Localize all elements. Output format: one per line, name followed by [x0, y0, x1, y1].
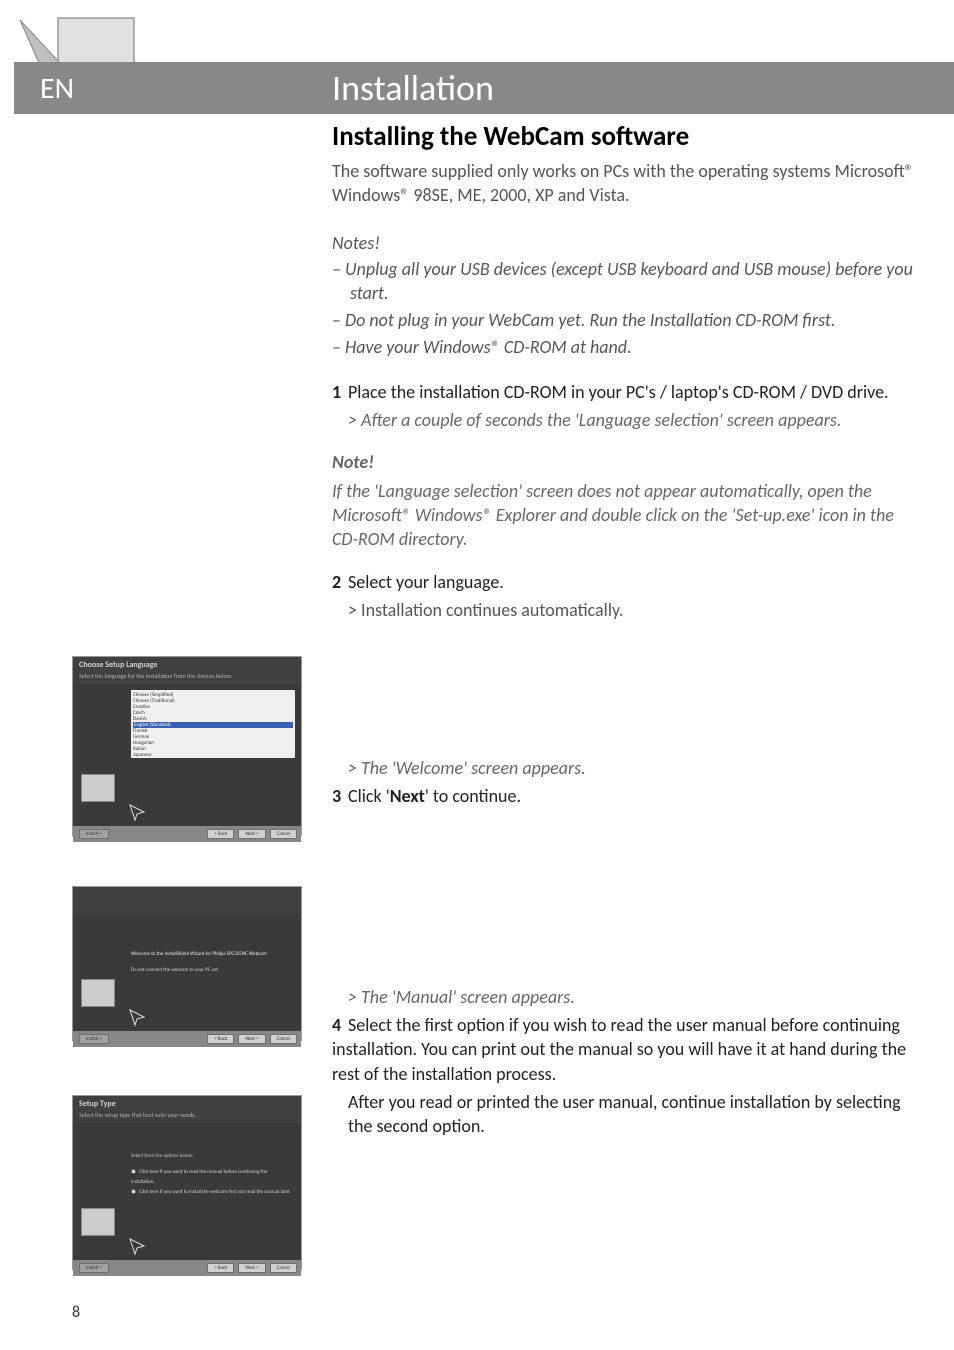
monitor-icon — [81, 979, 115, 1007]
step-2-result: > Installation continues automatically. — [332, 598, 919, 622]
page-number: 8 — [72, 1303, 80, 1322]
step-3-prefix: Click ' — [348, 785, 390, 807]
dialog-title: Setup Type — [73, 1096, 301, 1111]
dialog-subtitle — [73, 902, 301, 914]
step-4-before: > The 'Manual' screen appears. — [332, 985, 919, 1009]
step-text: Select the first option if you wish to r… — [332, 1014, 906, 1085]
page-title-bar: Installation — [100, 62, 954, 114]
step-4: 4Select the first option if you wish to … — [332, 1013, 919, 1086]
dialog-footer: Install > < Back Next > Cancel — [73, 1031, 301, 1047]
dialog-footer: Install > < Back Next > Cancel — [73, 1260, 301, 1276]
radio-option-1[interactable]: Click here if you want to read the manua… — [131, 1167, 291, 1187]
back-button[interactable]: < Back — [207, 1034, 234, 1044]
step-1: 1Place the installation CD-ROM in your P… — [332, 380, 919, 404]
note-item: – Do not plug in your WebCam yet. Run th… — [332, 308, 919, 332]
step-4-after: After you read or printed the user manua… — [332, 1090, 919, 1139]
notes-heading: Notes! — [332, 232, 919, 254]
next-button[interactable]: Next > — [238, 1263, 265, 1273]
note-item: – Unplug all your USB devices (except US… — [332, 257, 919, 306]
cancel-button[interactable]: Cancel — [270, 1263, 297, 1273]
dialog-title — [73, 887, 301, 902]
dialog-subtitle: Select the language for the installation… — [73, 672, 301, 684]
notes-block: Notes! – Unplug all your USB devices (ex… — [332, 232, 919, 360]
figure-welcome-dialog: Welcome to the InstallShield Wizard for … — [72, 886, 302, 1041]
step-3-before: > The 'Welcome' screen appears. — [332, 756, 919, 780]
step-3: 3Click 'Next' to continue. — [332, 784, 919, 808]
note-heading-2: Note! — [332, 450, 919, 474]
dialog-footer: Install > < Back Next > Cancel — [73, 826, 301, 842]
language-listbox[interactable]: Chinese (Simplified)Chinese (Traditional… — [131, 690, 295, 758]
radio-icon — [131, 1169, 136, 1174]
step-number: 4 — [332, 1013, 348, 1037]
monitor-icon — [81, 774, 115, 802]
note-item: – Have your Windows® CD-ROM at hand. — [332, 335, 919, 359]
install-button[interactable]: Install > — [79, 829, 109, 839]
back-button[interactable]: < Back — [207, 829, 234, 839]
figure-manual-dialog: Setup Type Select the setup type that be… — [72, 1095, 302, 1270]
step-3-bold: Next — [390, 785, 425, 807]
intro-text: The software supplied only works on PCs … — [332, 159, 919, 208]
radio-group-title: Select from the options below: — [131, 1151, 291, 1161]
arrow-icon — [127, 1236, 147, 1256]
step-text: Place the installation CD-ROM in your PC… — [348, 381, 889, 403]
step-text: Select your language. — [348, 571, 504, 593]
install-button[interactable]: Install > — [79, 1263, 109, 1273]
cancel-button[interactable]: Cancel — [270, 829, 297, 839]
arrow-icon — [127, 802, 147, 822]
figure-language-dialog: Choose Setup Language Select the languag… — [72, 656, 302, 836]
step-number: 2 — [332, 570, 348, 594]
dialog-title: Choose Setup Language — [73, 657, 301, 672]
step-3-suffix: ' to continue. — [425, 785, 521, 807]
radio-icon — [131, 1189, 136, 1194]
step-1-result: > After a couple of seconds the 'Languag… — [332, 408, 919, 432]
step-number: 3 — [332, 784, 348, 808]
note-2-text: If the 'Language selection' screen does … — [332, 479, 919, 552]
radio-option-2[interactable]: Click here if you want to install the we… — [131, 1187, 291, 1197]
language-tab: EN — [14, 62, 100, 114]
monitor-icon — [81, 1208, 115, 1236]
cancel-button[interactable]: Cancel — [270, 1034, 297, 1044]
install-button[interactable]: Install > — [79, 1034, 109, 1044]
arrow-icon — [127, 1007, 147, 1027]
content-area: Installing the WebCam software The softw… — [332, 120, 919, 1143]
welcome-line-2: Do not connect the webcam to your PC yet… — [131, 966, 291, 974]
section-title: Installing the WebCam software — [332, 120, 919, 153]
next-button[interactable]: Next > — [238, 1034, 265, 1044]
step-number: 1 — [332, 380, 348, 404]
back-button[interactable]: < Back — [207, 1263, 234, 1273]
step-2: 2Select your language. — [332, 570, 919, 594]
welcome-line-1: Welcome to the InstallShield Wizard for … — [131, 950, 291, 958]
next-button[interactable]: Next > — [238, 829, 265, 839]
dialog-subtitle: Select the setup type that best suits yo… — [73, 1111, 301, 1123]
